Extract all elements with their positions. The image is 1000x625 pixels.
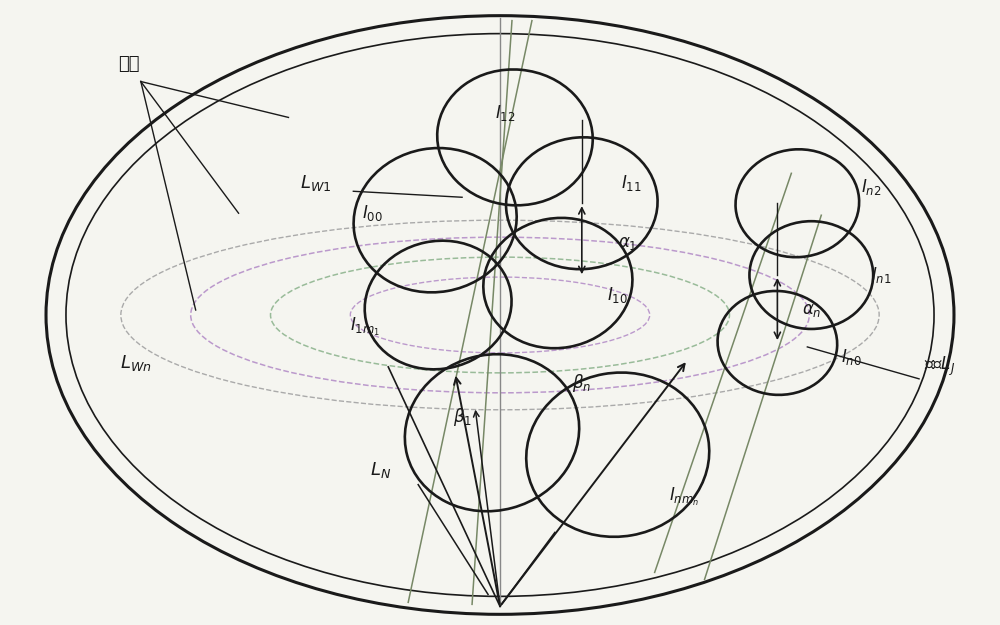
- Text: $\alpha_n$: $\alpha_n$: [802, 301, 821, 319]
- Text: $L_{Wn}$: $L_{Wn}$: [120, 353, 152, 373]
- Text: $\beta_n$: $\beta_n$: [572, 372, 591, 394]
- Text: $I_{n1}$: $I_{n1}$: [871, 265, 891, 285]
- Text: $I_{12}$: $I_{12}$: [495, 104, 515, 124]
- Text: $L_N$: $L_N$: [370, 459, 391, 479]
- Text: $I_{00}$: $I_{00}$: [362, 203, 383, 223]
- Text: $L_{W1}$: $L_{W1}$: [300, 173, 331, 193]
- Text: $I_{n2}$: $I_{n2}$: [861, 177, 881, 198]
- Text: $I_{10}$: $I_{10}$: [607, 285, 628, 305]
- Text: $I_{nm_n}$: $I_{nm_n}$: [669, 486, 700, 508]
- Text: $\alpha_1$: $\alpha_1$: [618, 234, 637, 252]
- Text: 经线$L_J$: 经线$L_J$: [924, 355, 955, 379]
- Text: $\beta_1$: $\beta_1$: [453, 406, 472, 428]
- Text: $I_{11}$: $I_{11}$: [621, 173, 642, 193]
- Text: $I_{n0}$: $I_{n0}$: [841, 347, 862, 367]
- Text: $I_{1m_1}$: $I_{1m_1}$: [350, 316, 380, 338]
- Text: 纬线: 纬线: [118, 54, 140, 72]
